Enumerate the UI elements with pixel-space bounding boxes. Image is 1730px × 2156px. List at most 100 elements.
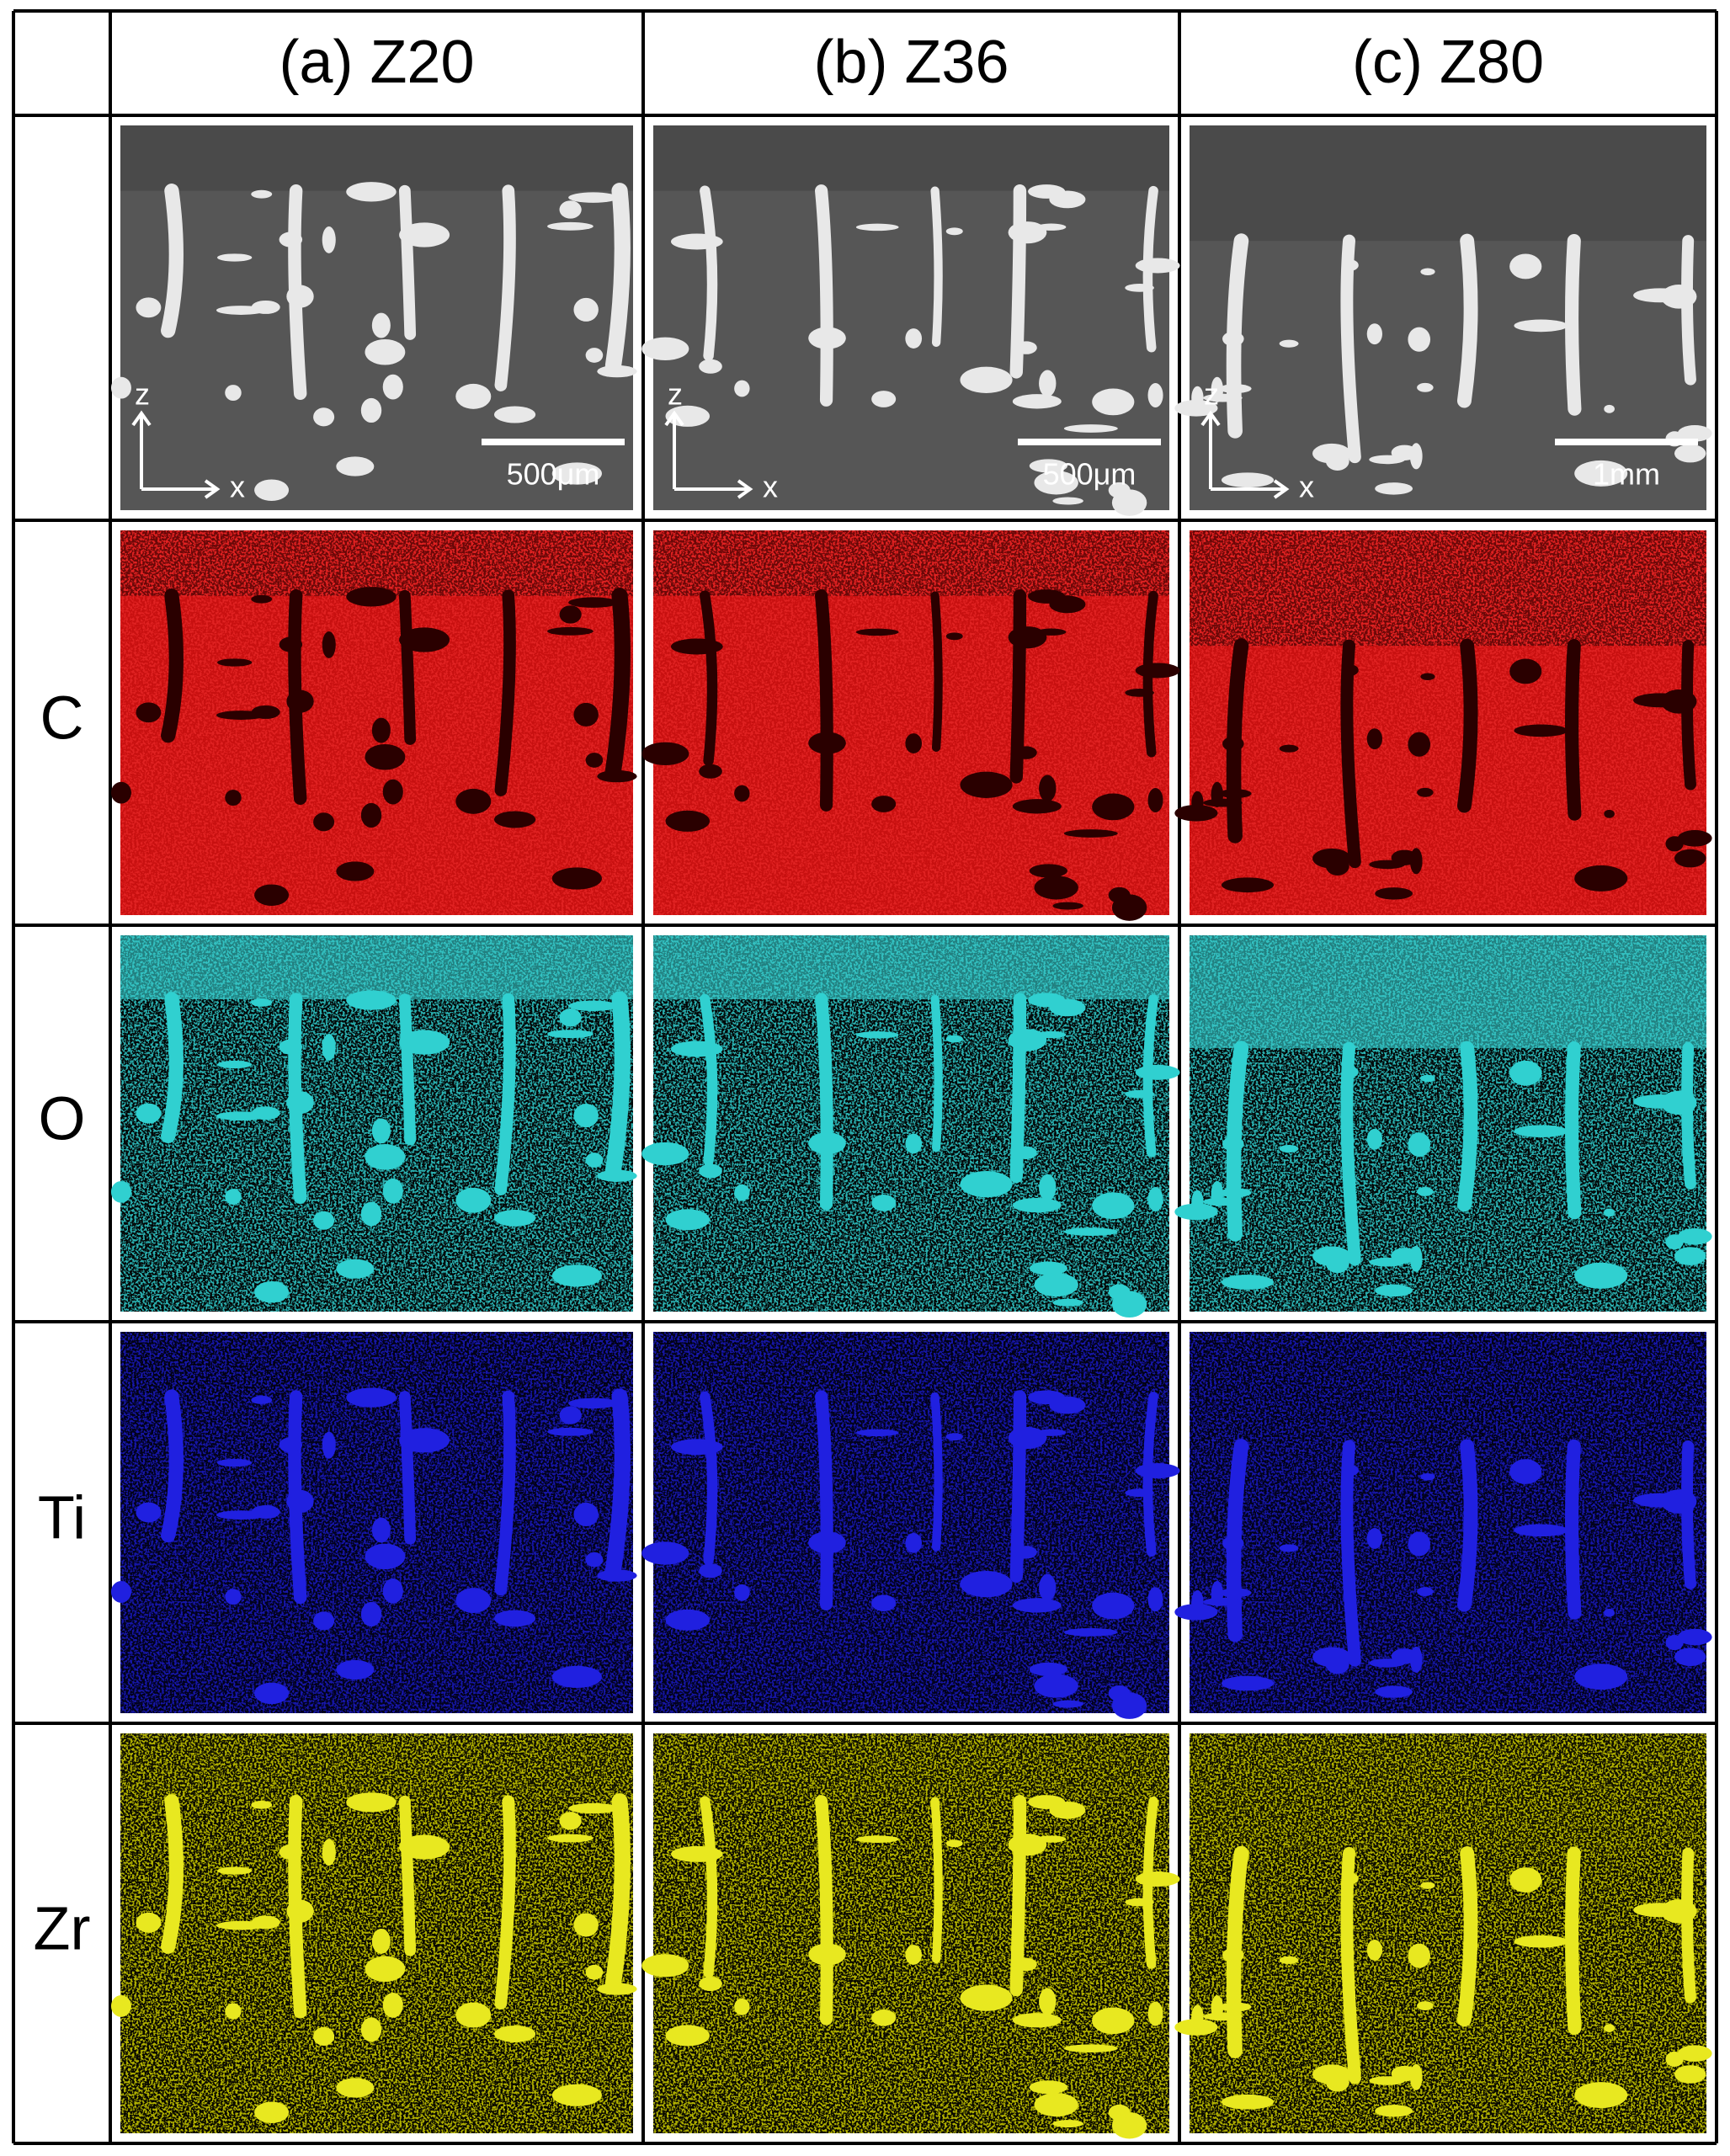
blob (960, 1570, 1013, 1598)
blob (313, 407, 335, 427)
blob (1408, 1132, 1431, 1158)
oxide-band (653, 935, 1169, 999)
blob (313, 1211, 335, 1230)
blob (1012, 1197, 1062, 1213)
axis-x-label: x (763, 470, 778, 504)
blob (1325, 1254, 1349, 1274)
streak (398, 184, 417, 340)
blob (1039, 775, 1057, 802)
streak (1565, 1439, 1582, 1620)
image-top-layer (1190, 125, 1706, 242)
blob (494, 1209, 536, 1227)
blob (371, 1928, 391, 1954)
blob (360, 397, 382, 423)
blob (1052, 497, 1083, 505)
blob (1135, 258, 1180, 274)
streak (1226, 1041, 1249, 1242)
blob (1049, 998, 1086, 1017)
blob (1633, 1903, 1687, 1918)
blob (547, 1427, 594, 1436)
blob (1417, 1587, 1434, 1596)
streak (1226, 233, 1249, 439)
blob (1408, 1943, 1431, 1968)
streak (161, 184, 184, 338)
blob (1574, 1262, 1628, 1289)
blob (1279, 1956, 1299, 1964)
axis-arrows (664, 410, 753, 499)
blob (1674, 1648, 1706, 1667)
streak (1565, 234, 1582, 416)
blob (855, 223, 899, 232)
streak (930, 1797, 943, 1964)
blob (322, 1034, 336, 1061)
blob (1174, 1604, 1218, 1621)
blob (1049, 595, 1086, 614)
scale-bar-label: 500μm (1043, 457, 1136, 492)
micrograph (641, 1332, 1180, 1719)
blob (808, 327, 846, 349)
blob (1279, 1144, 1299, 1153)
blob (1674, 1247, 1706, 1265)
streak (1681, 235, 1696, 386)
blob (1674, 444, 1706, 463)
streak (161, 588, 184, 743)
blob (547, 1030, 594, 1039)
blob (1366, 323, 1382, 345)
blob (597, 1569, 637, 1582)
blob (136, 1912, 162, 1933)
blob (225, 1189, 242, 1206)
blob (585, 1964, 604, 1980)
blob (346, 1792, 397, 1813)
blob (1509, 1867, 1542, 1892)
blob (1015, 341, 1037, 354)
streak (1565, 639, 1582, 821)
streak (161, 992, 184, 1143)
blob (1219, 789, 1252, 799)
blob (279, 1437, 303, 1453)
streak (1565, 1846, 1582, 2035)
streak (930, 186, 943, 347)
oxide-band (1190, 935, 1706, 1049)
micrograph (641, 935, 1180, 1318)
blob (1420, 1472, 1435, 1481)
blob (216, 1458, 253, 1467)
blob (1514, 724, 1568, 737)
blob (313, 2026, 335, 2047)
blob (945, 227, 963, 236)
blob (1514, 319, 1568, 333)
blob (110, 1581, 131, 1603)
blob (1125, 1089, 1154, 1099)
blob (216, 1111, 266, 1121)
blob (1125, 1898, 1154, 1907)
blob (699, 359, 722, 374)
blob (1092, 793, 1135, 821)
blob (1125, 688, 1154, 697)
micrograph (1174, 1733, 1712, 2133)
blob (1203, 798, 1243, 807)
streak (288, 1390, 307, 1605)
blob (1052, 1298, 1083, 1307)
blob (699, 1563, 722, 1578)
blob (734, 1184, 750, 1201)
column-header: (b) Z36 (813, 29, 1009, 96)
blob (1125, 283, 1154, 292)
blob (1509, 658, 1542, 684)
blob (568, 1802, 618, 1814)
blob (1135, 663, 1180, 679)
scale-bar (1018, 439, 1161, 445)
blob (808, 1131, 846, 1155)
streak (1456, 233, 1478, 408)
blob (382, 374, 403, 400)
blob (216, 306, 266, 315)
blob (871, 796, 897, 812)
blob (641, 1954, 689, 1978)
blob (494, 2026, 536, 2042)
blob (1012, 394, 1062, 409)
streak (494, 184, 516, 391)
blob (1063, 2044, 1118, 2053)
blob (455, 383, 492, 409)
blob (1342, 259, 1359, 271)
blob (110, 781, 131, 804)
blob (1417, 2001, 1434, 2010)
blob (1279, 1544, 1299, 1552)
